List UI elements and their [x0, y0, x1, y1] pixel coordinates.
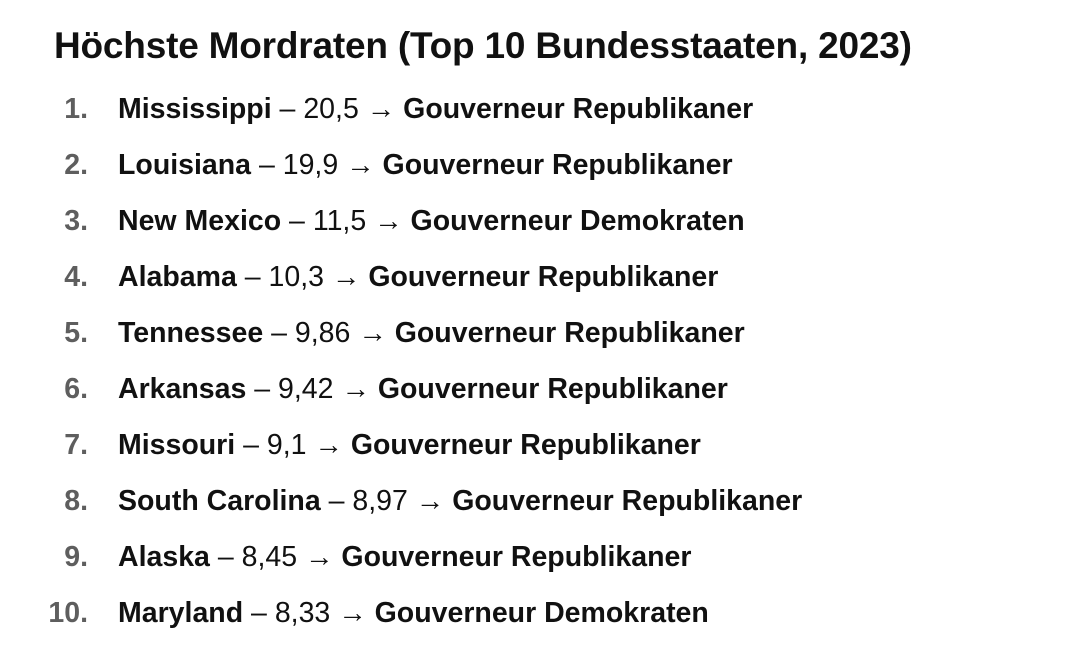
state-name: Mississippi	[118, 93, 272, 125]
arrow-right-icon: →	[331, 261, 361, 293]
arrow-right-icon: →	[338, 597, 367, 629]
arrow-right-icon: →	[305, 541, 334, 573]
state-name: Alabama	[118, 261, 237, 293]
list-item-content: South Carolina – 8,97 → Gouverneur Repub…	[118, 485, 803, 517]
list-item-content: Maryland – 8,33 → Gouverneur Demokraten	[118, 597, 709, 629]
arrow-right-icon: →	[341, 373, 370, 405]
state-name: Missouri	[118, 429, 236, 461]
governor-party: Gouverneur Republikaner	[350, 429, 701, 461]
murder-rate: 20,5	[303, 93, 359, 125]
list-item-content: New Mexico – 11,5 → Gouverneur Demokrate…	[118, 205, 745, 237]
list-item-content: Mississippi – 20,5 → Gouverneur Republik…	[118, 93, 754, 125]
governor-party: Gouverneur Republikaner	[452, 485, 803, 517]
list-rank: 3.	[64, 205, 88, 237]
arrow-right-icon: →	[314, 429, 343, 461]
murder-rate: 10,3	[268, 261, 324, 293]
governor-party: Gouverneur Republikaner	[341, 541, 692, 573]
list-rank: 6.	[64, 373, 88, 405]
murder-rate: 8,97	[352, 485, 408, 517]
arrow-right-icon: →	[366, 93, 396, 125]
list-item-content: Alaska – 8,45 → Gouverneur Republikaner	[118, 541, 692, 573]
list-item-content: Missouri – 9,1 → Gouverneur Republikaner	[118, 429, 701, 461]
list-item-content: Louisiana – 19,9 → Gouverneur Republikan…	[118, 149, 733, 181]
list-rank: 10.	[48, 597, 88, 629]
list-rank: 4.	[64, 261, 88, 293]
list-rank: 2.	[64, 149, 88, 181]
governor-party: Gouverneur Republikaner	[377, 373, 728, 405]
governor-party: Gouverneur Republikaner	[382, 149, 733, 181]
governor-party: Gouverneur Republikaner	[403, 93, 754, 125]
list-rank: 9.	[64, 541, 88, 573]
list-item-content: Arkansas – 9,42 → Gouverneur Republikane…	[118, 373, 728, 405]
murder-rate: 19,9	[282, 149, 339, 181]
murder-rate: 11,5	[312, 205, 367, 237]
governor-party: Gouverneur Republikaner	[368, 261, 719, 293]
governor-party: Gouverneur Demokraten	[410, 205, 745, 237]
state-name: South Carolina	[118, 485, 321, 517]
governor-party: Gouverneur Demokraten	[374, 597, 709, 629]
state-name: Alaska	[118, 541, 210, 573]
state-name: Arkansas	[118, 373, 247, 405]
murder-rate: 8,33	[274, 597, 331, 629]
page-title: Höchste Mordraten (Top 10 Bundesstaaten,…	[54, 25, 912, 66]
arrow-right-icon: →	[358, 317, 387, 349]
murder-rate: 9,1	[266, 429, 307, 461]
state-name: New Mexico	[118, 205, 282, 237]
arrow-right-icon: →	[346, 149, 375, 181]
state-name: Louisiana	[118, 149, 252, 181]
murder-rate: 9,86	[294, 317, 351, 349]
murder-rate: 9,42	[278, 373, 334, 405]
state-name: Tennessee	[118, 317, 264, 349]
list-rank: 1.	[64, 93, 88, 125]
list-item-content: Tennessee – 9,86 → Gouverneur Republikan…	[118, 317, 745, 349]
governor-party: Gouverneur Republikaner	[394, 317, 745, 349]
list-rank: 7.	[64, 429, 88, 461]
state-name: Maryland	[118, 597, 244, 629]
list-rank: 5.	[64, 317, 88, 349]
list-item-content: Alabama – 10,3 → Gouverneur Republikaner	[118, 261, 719, 293]
arrow-right-icon: →	[374, 205, 403, 237]
list-rank: 8.	[64, 485, 88, 517]
arrow-right-icon: →	[415, 485, 445, 517]
murder-rate: 8,45	[241, 541, 298, 573]
